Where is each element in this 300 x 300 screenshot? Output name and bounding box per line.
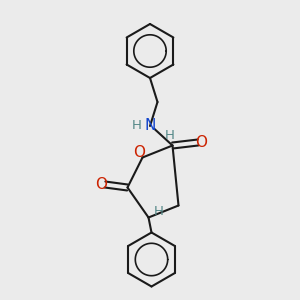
Text: H: H bbox=[132, 119, 141, 133]
Text: O: O bbox=[95, 177, 107, 192]
Text: H: H bbox=[165, 129, 174, 142]
Text: N: N bbox=[144, 118, 156, 134]
Text: O: O bbox=[195, 135, 207, 150]
Text: H: H bbox=[154, 205, 164, 218]
Text: O: O bbox=[134, 146, 146, 160]
